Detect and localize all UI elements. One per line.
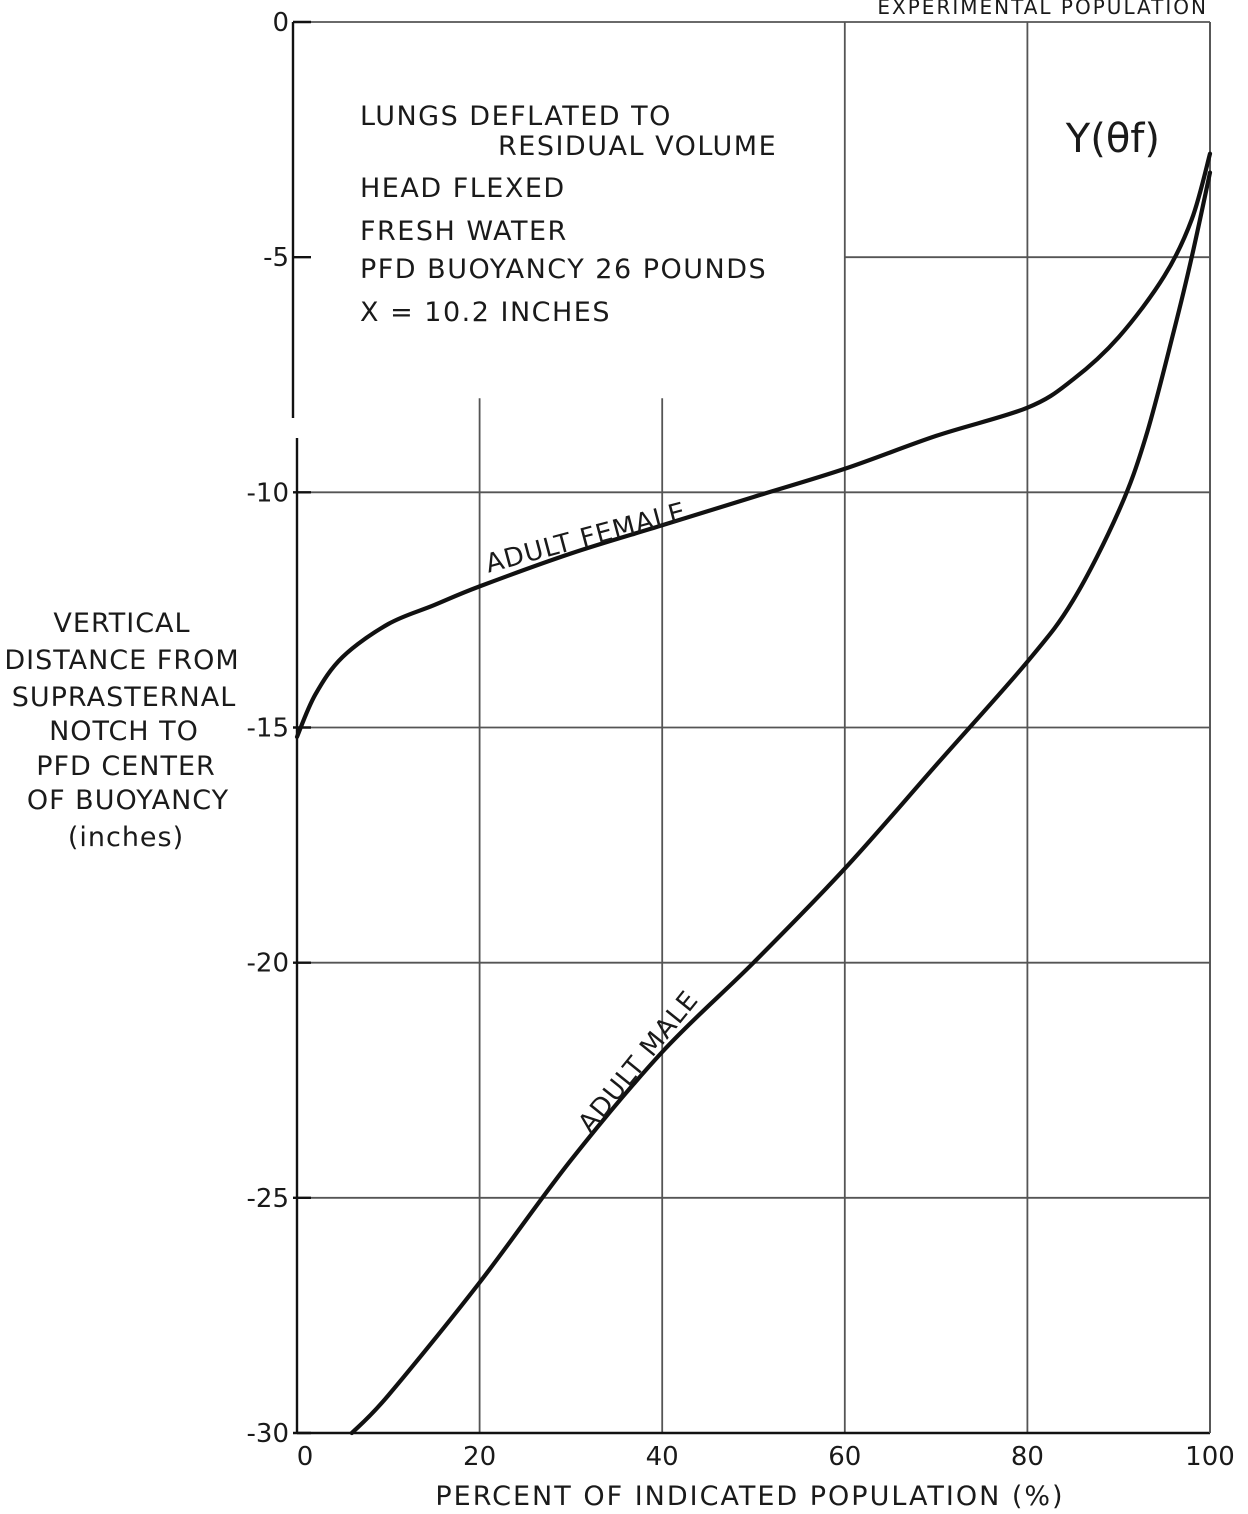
y-tick-label: -20 (247, 949, 289, 979)
header-label: EXPERIMENTAL POPULATION (877, 0, 1208, 19)
conditions-box: LUNGS DEFLATED TO RESIDUAL VOLUME HEAD F… (360, 101, 777, 328)
y-tick-labels: 0 -5 -10 -15 -20 -25 -30 (247, 8, 289, 1449)
condition-line-2: RESIDUAL VOLUME (498, 131, 777, 162)
condition-line-6: X = 10.2 INCHES (360, 297, 611, 328)
x-tick-label: 80 (1011, 1442, 1044, 1472)
y-tick-label: -10 (247, 478, 289, 508)
curve-adult-female (294, 151, 1213, 739)
ylabel-line-3: SUPRASTERNAL (12, 682, 236, 713)
axes (291, 20, 1211, 1435)
condition-line-5: PFD BUOYANCY 26 POUNDS (360, 254, 767, 285)
series-label-male: ADULT MALE (573, 985, 705, 1138)
ylabel-line-1: VERTICAL (53, 608, 190, 639)
y-tick-label: -15 (247, 714, 289, 744)
x-tick-label: 100 (1185, 1442, 1235, 1472)
ylabel-line-6: OF BUOYANCY (27, 785, 229, 816)
x-tick-labels: 0 20 40 60 80 100 (297, 1442, 1235, 1472)
x-axis-label: PERCENT OF INDICATED POPULATION (%) (435, 1481, 1064, 1512)
y-tick-label: -25 (247, 1184, 289, 1214)
x-tick-label: 0 (297, 1442, 314, 1472)
ylabel-line-5: PFD CENTER (36, 751, 216, 782)
y-tick-label: -30 (247, 1419, 289, 1449)
y-axis-label: VERTICAL DISTANCE FROM SUPRASTERNAL NOTC… (4, 608, 239, 853)
series-curves (294, 151, 1213, 1436)
x-tick-label: 60 (828, 1442, 861, 1472)
condition-line-1: LUNGS DEFLATED TO (360, 101, 672, 132)
function-label: Y(θf) (1065, 116, 1160, 162)
x-tick-label: 40 (646, 1442, 679, 1472)
curve-adult-male (349, 170, 1213, 1436)
series-label-female: ADULT FEMALE (482, 497, 689, 579)
condition-line-4: FRESH WATER (360, 216, 568, 247)
ylabel-line-4: NOTCH TO (49, 716, 199, 747)
y-tick-label: -5 (263, 243, 289, 273)
y-tick-label: 0 (272, 8, 289, 38)
ylabel-line-7: (inches) (68, 822, 184, 853)
ylabel-line-2: DISTANCE FROM (4, 645, 239, 676)
x-tick-label: 20 (463, 1442, 496, 1472)
condition-line-3: HEAD FLEXED (360, 173, 566, 204)
